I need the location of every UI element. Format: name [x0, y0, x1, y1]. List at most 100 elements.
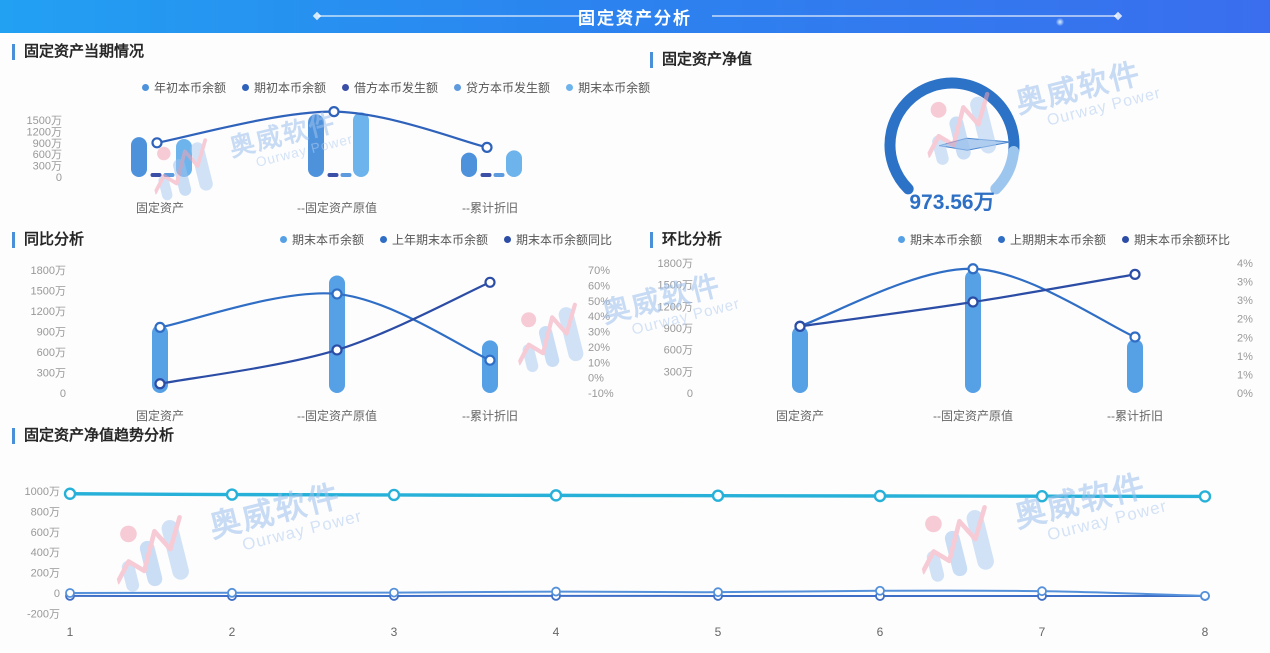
bar-segment[interactable] — [150, 173, 162, 177]
data-point-marker[interactable] — [549, 489, 563, 502]
data-point-marker[interactable] — [328, 106, 340, 118]
data-point-marker[interactable] — [873, 489, 887, 503]
data-point-marker[interactable] — [63, 487, 77, 500]
bar-segment[interactable] — [308, 114, 324, 177]
legend-item[interactable]: 期末本币余额 — [898, 231, 982, 248]
legend-item[interactable]: 期末本币余额 — [280, 231, 364, 248]
data-point-marker[interactable] — [227, 587, 237, 598]
axis-tick-label: -200万 — [27, 608, 60, 620]
axis-tick-label: 900万 — [37, 327, 66, 339]
legend-item[interactable]: 期末本币余额 — [566, 79, 650, 96]
legend-item[interactable]: 借方本币发生额 — [342, 79, 438, 96]
panel-title-mom: 环比分析 — [650, 232, 722, 248]
data-point-marker[interactable] — [794, 320, 806, 332]
legend-dot — [342, 84, 350, 91]
legend-dot — [280, 236, 287, 243]
data-point-marker[interactable] — [1035, 490, 1049, 503]
axis-tick-label: 固定资产 — [136, 408, 184, 423]
legend-mom: 期末本币余额 上期期末本币余额 期末本币余额环比 — [898, 231, 1230, 248]
data-point-marker[interactable] — [387, 488, 401, 502]
axis-tick-label: 1200万 — [658, 301, 693, 313]
axis-tick-label: 0% — [1237, 388, 1253, 400]
bar-segment[interactable] — [506, 150, 522, 177]
bar-segment[interactable] — [327, 173, 339, 177]
bar-segment[interactable] — [1127, 339, 1143, 393]
data-point-marker[interactable] — [389, 587, 399, 598]
data-point-marker[interactable] — [481, 141, 493, 153]
gauge-arc — [990, 145, 1020, 195]
data-point-marker[interactable] — [331, 344, 343, 356]
data-point-marker[interactable] — [484, 276, 496, 288]
bar-segment[interactable] — [176, 139, 192, 177]
axis-tick-label: 20% — [588, 342, 610, 354]
legend-label: 期末本币余额 — [578, 81, 651, 95]
legend-item[interactable]: 年初本币余额 — [142, 79, 226, 96]
trend-chart: 1000万 800万 600万 400万 200万 0 -200万 1 2 3 4 5 6 7 8 — [25, 486, 1212, 639]
data-point-marker[interactable] — [551, 586, 561, 597]
legend-dot — [142, 84, 149, 91]
data-point-marker[interactable] — [225, 488, 239, 501]
header-decor-line-left — [318, 15, 583, 17]
data-point-marker[interactable] — [875, 585, 885, 596]
data-point-marker[interactable] — [967, 263, 979, 275]
bar-segment[interactable] — [340, 173, 352, 177]
axis-tick-label: 8 — [1202, 625, 1209, 639]
bar-segment[interactable] — [152, 324, 168, 393]
data-point-marker[interactable] — [713, 587, 723, 598]
bar-segment[interactable] — [329, 275, 345, 393]
data-point-marker[interactable] — [711, 489, 725, 502]
axis-tick-label: 1500万 — [31, 286, 66, 298]
axis-tick-label: 600万 — [664, 345, 693, 357]
legend-item[interactable]: 贷方本币发生额 — [454, 79, 550, 96]
legend-item[interactable]: 期初本币余额 — [242, 79, 326, 96]
bar-segment[interactable] — [482, 340, 498, 393]
legend-dot — [998, 236, 1006, 243]
bar-segment[interactable] — [493, 173, 505, 177]
axis-tick-label: -10% — [588, 388, 614, 400]
page-title: 固定资产分析 — [578, 9, 692, 28]
axis-tick-label: --累计折旧 — [1107, 408, 1163, 423]
legend-dot — [504, 236, 512, 243]
axis-tick-label: 50% — [588, 296, 610, 308]
bar-segment[interactable] — [131, 137, 147, 177]
legend-dot — [454, 84, 462, 91]
data-point-marker[interactable] — [151, 137, 163, 149]
data-point-marker[interactable] — [154, 378, 166, 390]
legend-item[interactable]: 上年期末本币余额 — [380, 231, 488, 248]
data-point-marker[interactable] — [1037, 586, 1047, 597]
legend-label: 期末本币余额 — [292, 233, 365, 247]
bar-segment[interactable] — [965, 270, 981, 393]
legend-item[interactable]: 期末本币余额同比 — [504, 231, 612, 248]
bar-segment[interactable] — [353, 112, 369, 177]
legend-current-period: 年初本币余额 期初本币余额 借方本币发生额 贷方本币发生额 期末本币余额 — [142, 79, 650, 96]
data-point-marker[interactable] — [484, 354, 496, 366]
bar-segment[interactable] — [792, 326, 808, 393]
data-point-marker[interactable] — [967, 296, 979, 308]
bar-segment[interactable] — [480, 173, 492, 177]
axis-tick-label: 2% — [1237, 332, 1253, 344]
axis-tick-label: 900万 — [33, 138, 62, 150]
legend-dot — [1122, 236, 1130, 243]
axis-tick-label: 0% — [588, 373, 604, 385]
axis-tick-label: 0 — [60, 388, 66, 400]
data-point-marker[interactable] — [1129, 331, 1141, 343]
data-point-marker[interactable] — [1129, 268, 1141, 280]
data-point-marker[interactable] — [154, 321, 166, 334]
bar-segment[interactable] — [461, 152, 477, 177]
axis-tick-label: 4 — [553, 625, 560, 639]
legend-item[interactable]: 期末本币余额环比 — [1122, 231, 1230, 248]
axis-tick-label: 4% — [1237, 258, 1253, 270]
data-point-marker[interactable] — [1200, 590, 1210, 601]
bar-segment[interactable] — [163, 173, 175, 177]
axis-tick-label: 3% — [1237, 277, 1253, 289]
legend-item[interactable]: 上期期末本币余额 — [998, 231, 1106, 248]
axis-tick-label: 1% — [1237, 351, 1253, 363]
axis-tick-label: 300万 — [33, 161, 62, 173]
axis-tick-label: --累计折旧 — [462, 408, 518, 423]
header-dot — [1056, 18, 1064, 26]
axis-tick-label: 1500万 — [27, 115, 62, 127]
data-point-marker[interactable] — [1198, 490, 1212, 503]
data-point-marker[interactable] — [331, 288, 343, 300]
data-point-marker[interactable] — [65, 588, 75, 598]
